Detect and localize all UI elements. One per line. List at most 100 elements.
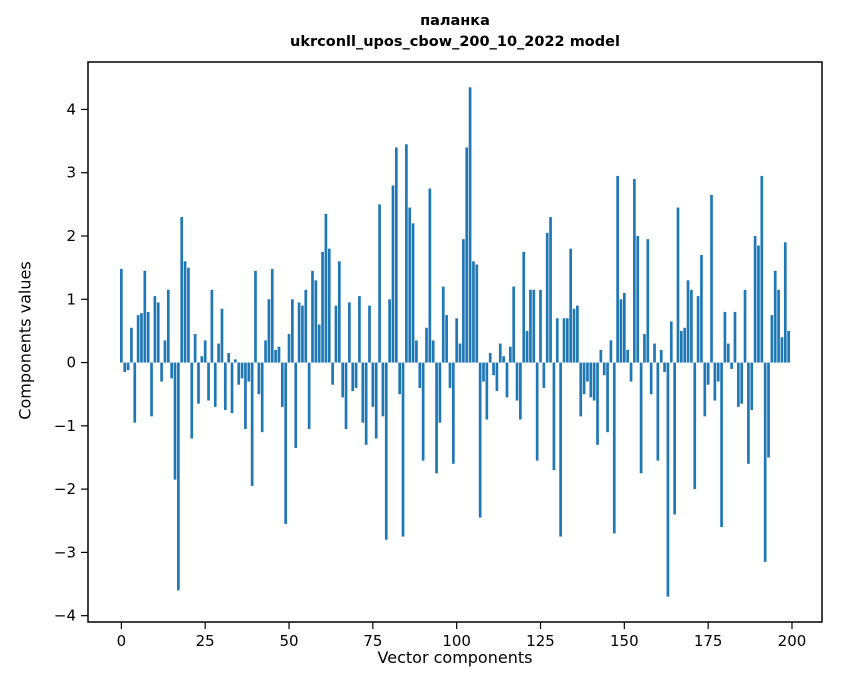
bar (408, 207, 412, 363)
bar (529, 289, 532, 363)
bar (244, 362, 247, 429)
axis-ticks: 0 25 50 75 100 125 150 175 200 −4 −3 −2 −1 0 1 2 3 4 (54, 100, 806, 650)
bar (586, 362, 589, 382)
bar (649, 362, 653, 395)
bar (629, 362, 633, 382)
bar (294, 362, 298, 448)
x-axis-label: Vector components (377, 648, 533, 667)
bar (552, 362, 556, 471)
bar (441, 286, 445, 363)
bar (777, 289, 780, 363)
bar (334, 305, 338, 363)
bar (659, 349, 663, 363)
bar (297, 302, 301, 363)
bar (133, 362, 137, 423)
bar (532, 289, 536, 363)
bar (344, 362, 348, 429)
y-tick-label: 3 (66, 164, 76, 182)
bar (787, 330, 790, 363)
bar (589, 362, 593, 398)
bar (633, 179, 636, 363)
bar (217, 343, 220, 363)
bar (747, 362, 750, 464)
bar (173, 362, 177, 480)
bar (257, 362, 261, 395)
bar (223, 362, 227, 411)
bar (317, 324, 321, 363)
bar (200, 356, 204, 363)
bar (415, 340, 418, 363)
plot-frame (87, 61, 823, 623)
bar (327, 248, 331, 363)
bar (773, 270, 777, 363)
bar (730, 362, 733, 369)
bar (136, 315, 140, 363)
bar (291, 299, 294, 363)
bar (227, 353, 230, 363)
bar (354, 362, 358, 388)
bar (542, 362, 546, 388)
bar (307, 362, 311, 429)
bar (716, 362, 720, 382)
bar (448, 362, 452, 388)
bar (498, 343, 502, 363)
bar (431, 340, 435, 363)
bar (767, 362, 770, 458)
bar (163, 340, 167, 363)
bar (411, 223, 415, 363)
bar (321, 251, 324, 363)
bar (435, 362, 438, 474)
bar (405, 144, 408, 363)
bar (760, 175, 764, 363)
bar (170, 362, 173, 379)
bar (616, 175, 619, 363)
bar (126, 362, 130, 371)
bar (264, 340, 267, 363)
bar (462, 239, 465, 363)
bar (690, 289, 693, 363)
bar (643, 334, 646, 363)
bar (455, 318, 459, 363)
bars (120, 87, 790, 597)
bar (197, 362, 200, 404)
bar (438, 362, 442, 423)
x-tick-label: 50 (279, 632, 298, 650)
bar (324, 213, 328, 363)
bar (150, 362, 153, 417)
bar (743, 289, 747, 363)
bar (146, 311, 150, 363)
bar (525, 330, 529, 363)
chart-title-model: ukrconll_upos_cbow_200_10_2022 model (290, 34, 620, 50)
bar (254, 270, 257, 363)
bar (693, 362, 697, 490)
bar (700, 254, 703, 363)
bar (555, 318, 559, 363)
chart-title-word: паланка (420, 13, 490, 29)
bar (703, 362, 707, 417)
bar (576, 305, 579, 363)
bar (753, 236, 757, 363)
bar (770, 315, 774, 363)
bar (515, 362, 519, 401)
bar (210, 289, 214, 363)
chart-title: паланка ukrconll_upos_cbow_200_10_2022 m… (88, 11, 822, 53)
bar (562, 318, 566, 363)
bar (368, 305, 371, 363)
bar (341, 362, 345, 398)
bar (401, 362, 405, 537)
bar (187, 267, 190, 363)
bar (569, 248, 573, 363)
bar (750, 362, 754, 411)
bar (565, 318, 569, 363)
bar (378, 204, 381, 363)
bar (277, 346, 281, 363)
bar (488, 353, 492, 363)
bar (143, 270, 147, 363)
bar (599, 349, 603, 363)
bar (757, 245, 760, 363)
bar (468, 87, 472, 363)
bar (287, 334, 291, 363)
bar (458, 343, 462, 363)
bar (673, 362, 676, 515)
